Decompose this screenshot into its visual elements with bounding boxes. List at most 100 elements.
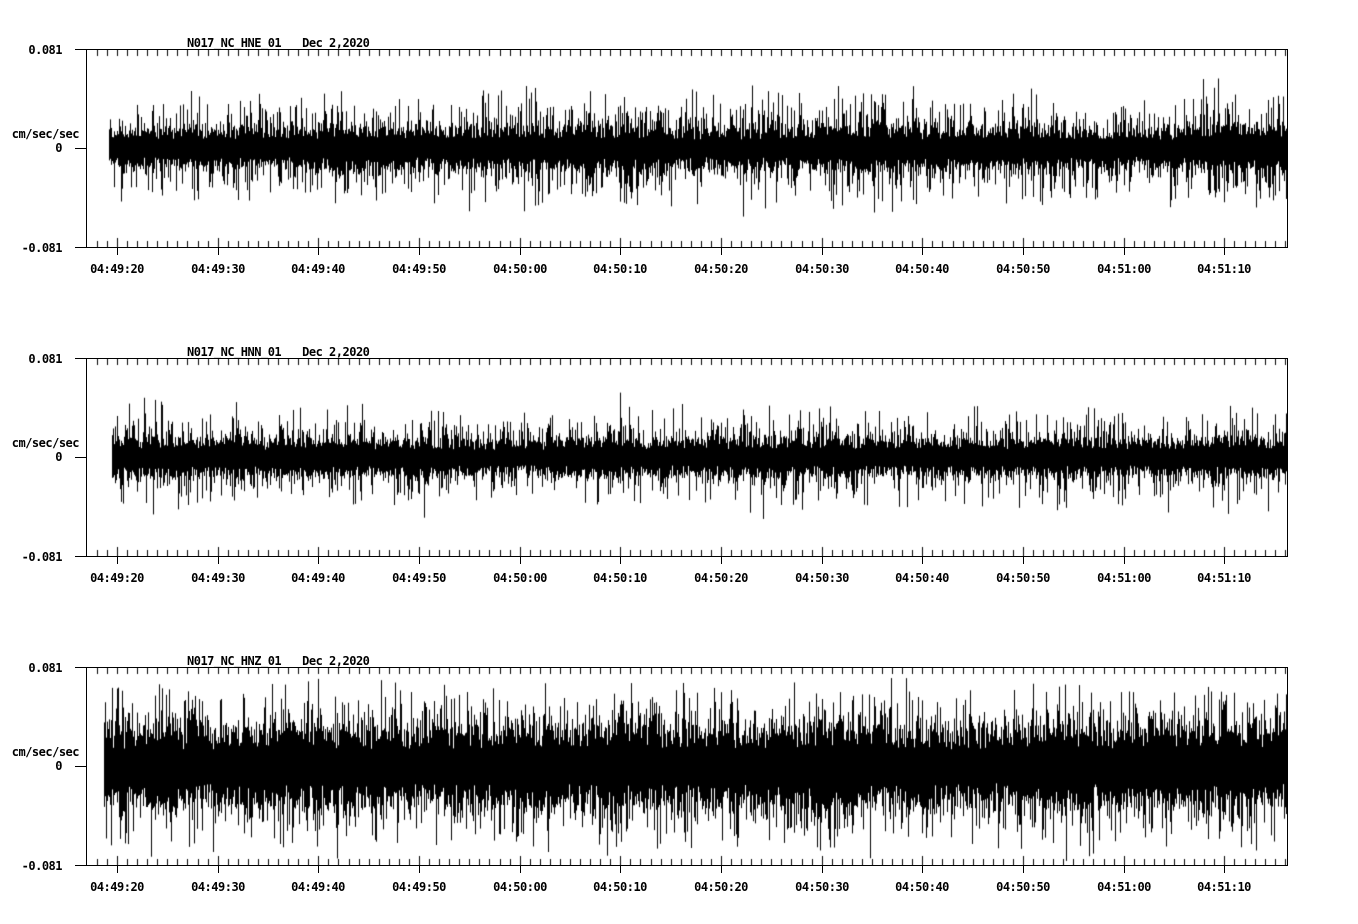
x-axis-tick-label: 04:50:40: [895, 571, 949, 585]
x-axis-major-tick: [218, 865, 219, 873]
x-axis-tick-label: 04:51:00: [1097, 880, 1151, 894]
x-axis-tick-label: 04:49:30: [191, 262, 245, 276]
y-axis-min-label: -0.081: [21, 241, 63, 255]
x-axis-tick-label: 04:50:00: [493, 571, 547, 585]
x-axis-tick-label: 04:50:40: [895, 262, 949, 276]
date-label: Dec 2,2020: [302, 654, 370, 668]
x-axis-major-tick: [620, 247, 621, 255]
x-axis-major-tick: [1224, 247, 1225, 255]
x-axis-major-tick: [520, 556, 521, 564]
seismogram-panel-hnn: N017_NC_HNN_01 Dec 2,2020 0.081 cm/sec/se…: [0, 345, 1358, 595]
x-axis-tick-label: 04:49:20: [90, 571, 144, 585]
y-axis-max-label: 0.081: [28, 352, 62, 366]
x-axis-major-tick: [1224, 556, 1225, 564]
x-axis-tick-label: 04:50:30: [795, 262, 849, 276]
plot-frame: [86, 49, 1288, 248]
x-axis-major-tick: [318, 247, 319, 255]
x-axis-major-tick: [922, 865, 923, 873]
x-axis-major-tick: [1124, 247, 1125, 255]
x-axis-tick-label: 04:49:40: [291, 262, 345, 276]
x-axis-major-tick: [1124, 556, 1125, 564]
date-label: Dec 2,2020: [302, 345, 370, 359]
y-axis-tick-zero: [75, 148, 87, 149]
x-axis-tick-label: 04:51:00: [1097, 571, 1151, 585]
x-axis-major-tick: [419, 247, 420, 255]
y-axis-tick-top: [75, 667, 87, 668]
x-axis-major-tick: [1124, 865, 1125, 873]
plot-frame: [86, 358, 1288, 557]
y-axis-max-label: 0.081: [28, 43, 62, 57]
x-axis-major-tick: [218, 247, 219, 255]
x-axis-major-tick: [318, 865, 319, 873]
x-axis-tick-label: 04:50:10: [593, 571, 647, 585]
x-axis-tick-label: 04:50:50: [996, 880, 1050, 894]
y-axis-zero-label: 0: [55, 450, 62, 464]
seismogram-panel-hnz: N017_NC_HNZ_01 Dec 2,2020 0.081 cm/sec/se…: [0, 654, 1358, 904]
y-axis-tick-zero: [75, 457, 87, 458]
x-axis-major-tick: [218, 556, 219, 564]
seismogram-trace-canvas-hnz: [87, 668, 1287, 865]
plot-title: N017_NC_HNZ_01 Dec 2,2020: [187, 654, 370, 668]
x-axis-tick-label: 04:50:10: [593, 262, 647, 276]
x-axis-tick-label: 04:51:10: [1197, 262, 1251, 276]
station-id-label: N017_NC_HNN_01: [187, 345, 282, 359]
x-axis-major-tick: [520, 865, 521, 873]
x-axis-major-tick: [1023, 247, 1024, 255]
seismogram-panel-hne: N017_NC_HNE_01 Dec 2,2020 0.081 cm/sec/se…: [0, 36, 1358, 286]
x-axis-tick-label: 04:49:40: [291, 571, 345, 585]
x-axis-tick-label: 04:49:50: [392, 880, 446, 894]
x-axis-tick-label: 04:50:30: [795, 571, 849, 585]
y-axis-units-label: cm/sec/sec: [11, 436, 80, 450]
plot-frame: [86, 667, 1288, 866]
x-axis-tick-label: 04:50:20: [694, 880, 748, 894]
x-axis-major-tick: [1023, 556, 1024, 564]
x-axis-major-tick: [721, 556, 722, 564]
plot-title: N017_NC_HNN_01 Dec 2,2020: [187, 345, 370, 359]
station-id-label: N017_NC_HNE_01: [187, 36, 282, 50]
x-axis-major-tick: [922, 556, 923, 564]
x-axis-tick-label: 04:50:30: [795, 880, 849, 894]
x-axis-tick-label: 04:50:40: [895, 880, 949, 894]
y-axis-min-label: -0.081: [21, 550, 63, 564]
x-axis-major-tick: [520, 247, 521, 255]
seismogram-trace-canvas-hne: [87, 50, 1287, 247]
x-axis-major-tick: [922, 247, 923, 255]
x-axis-major-tick: [721, 247, 722, 255]
x-axis-tick-label: 04:49:20: [90, 262, 144, 276]
x-axis-tick-label: 04:49:40: [291, 880, 345, 894]
x-axis-major-tick: [117, 556, 118, 564]
y-axis-zero-label: 0: [55, 759, 62, 773]
x-axis-major-tick: [419, 865, 420, 873]
y-axis-tick-bottom: [75, 556, 87, 557]
x-axis-major-tick: [822, 247, 823, 255]
x-axis-tick-label: 04:51:10: [1197, 880, 1251, 894]
x-axis-major-tick: [117, 865, 118, 873]
y-axis-units-label: cm/sec/sec: [11, 127, 80, 141]
x-axis-tick-label: 04:49:30: [191, 880, 245, 894]
x-axis-major-tick: [822, 865, 823, 873]
y-axis-tick-top: [75, 49, 87, 50]
y-axis-tick-zero: [75, 766, 87, 767]
x-axis-major-tick: [721, 865, 722, 873]
x-axis-tick-label: 04:50:50: [996, 571, 1050, 585]
x-axis-tick-label: 04:49:50: [392, 571, 446, 585]
x-axis-tick-label: 04:50:00: [493, 880, 547, 894]
station-id-label: N017_NC_HNZ_01: [187, 654, 282, 668]
y-axis-tick-bottom: [75, 247, 87, 248]
x-axis-major-tick: [117, 247, 118, 255]
x-axis-tick-label: 04:50:20: [694, 262, 748, 276]
x-axis-tick-label: 04:50:00: [493, 262, 547, 276]
seismogram-trace-canvas-hnn: [87, 359, 1287, 556]
y-axis-tick-top: [75, 358, 87, 359]
x-axis-tick-label: 04:51:00: [1097, 262, 1151, 276]
y-axis-max-label: 0.081: [28, 661, 62, 675]
y-axis-min-label: -0.081: [21, 859, 63, 873]
date-label: Dec 2,2020: [302, 36, 370, 50]
y-axis-tick-bottom: [75, 865, 87, 866]
x-axis-tick-label: 04:50:20: [694, 571, 748, 585]
x-axis-tick-label: 04:51:10: [1197, 571, 1251, 585]
x-axis-major-tick: [620, 865, 621, 873]
x-axis-tick-label: 04:49:50: [392, 262, 446, 276]
y-axis-units-label: cm/sec/sec: [11, 745, 80, 759]
